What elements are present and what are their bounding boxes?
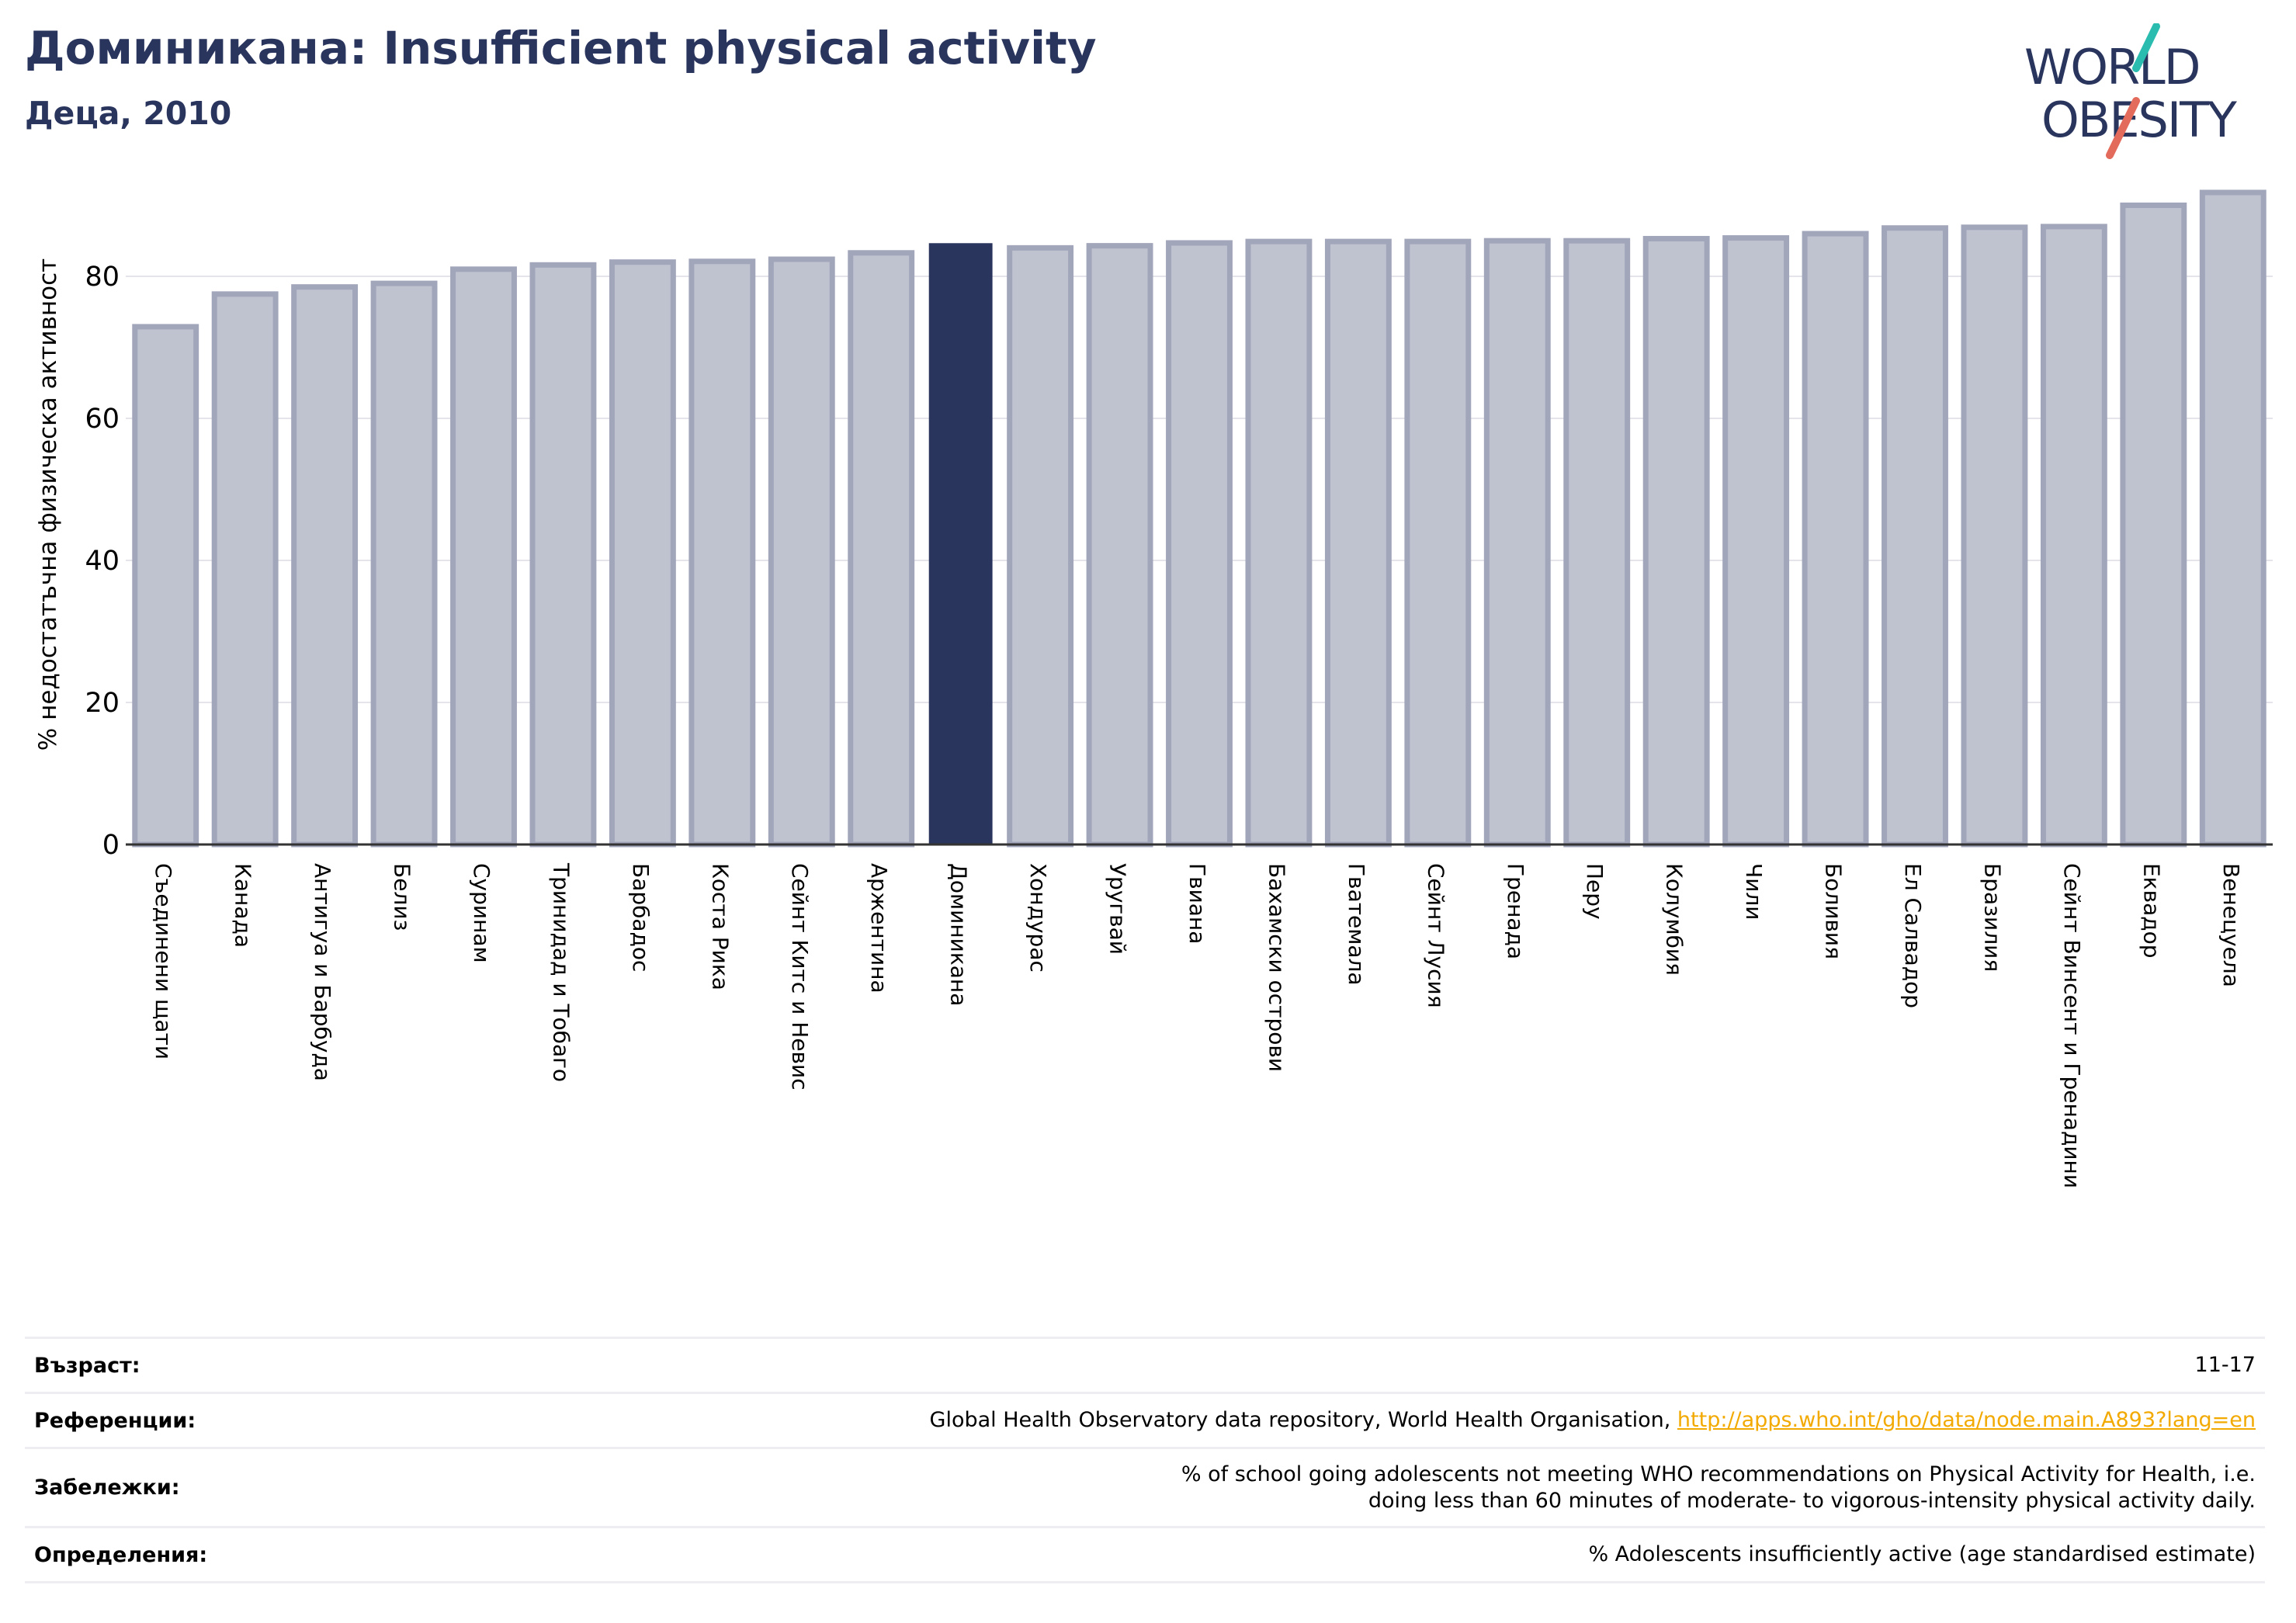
x-tick-label: Гватемала	[1344, 863, 1369, 986]
info-value-age: 11-17	[509, 1337, 2265, 1393]
y-tick-label: 80	[85, 262, 120, 293]
bar	[211, 291, 279, 848]
bar	[1324, 238, 1392, 848]
info-value-references: Global Health Observatory data repositor…	[509, 1392, 2265, 1448]
references-text: Global Health Observatory data repositor…	[929, 1408, 1677, 1432]
x-tick-label: Уругвай	[1105, 863, 1131, 955]
bar	[370, 280, 438, 848]
info-row-age: Възраст: 11-17	[25, 1337, 2265, 1393]
bar	[1086, 243, 1153, 848]
bar	[1245, 238, 1313, 848]
bar	[1722, 235, 1790, 848]
bar	[1007, 244, 1074, 848]
bar	[450, 266, 517, 848]
bar	[529, 262, 597, 848]
x-tick-label: Канада	[231, 863, 256, 948]
x-tick-label: Барбадос	[628, 863, 654, 972]
world-obesity-logo: WORLD OBESITY	[2024, 23, 2239, 159]
y-tick-label: 60	[85, 404, 120, 435]
bar	[1404, 238, 1472, 848]
x-tick-label: Тринидад и Тобаго	[548, 862, 574, 1082]
x-tick-label: Ел Салвадор	[1900, 863, 1926, 1008]
bar	[1563, 238, 1631, 848]
x-tick-label: Сейнт Винсент и Гренадини	[2059, 863, 2085, 1188]
info-key-definitions: Определения:	[25, 1526, 509, 1583]
logo-text-obesity: OBESITY	[2041, 92, 2237, 148]
bar	[2199, 189, 2267, 848]
y-axis-label: % недостатъчна физическа активност	[34, 258, 62, 751]
bar	[768, 256, 835, 848]
y-tick-label: 20	[85, 688, 120, 719]
info-value-notes: % of school going adolescents not meetin…	[509, 1447, 2265, 1528]
bar	[2040, 224, 2107, 848]
x-tick-label: Гренада	[1503, 863, 1528, 959]
x-tick-label: Венецуела	[2218, 863, 2244, 987]
bar	[1483, 238, 1551, 848]
logo-text-world: WORLD	[2024, 39, 2199, 95]
info-row-notes: Забележки: % of school going adolescents…	[25, 1447, 2265, 1528]
x-tick-label: Бахамски острови	[1264, 863, 1289, 1072]
bar	[132, 324, 199, 848]
x-tick-label: Боливия	[1821, 863, 1847, 959]
info-row-definitions: Определения: % Adolescents insufficientl…	[25, 1526, 2265, 1583]
x-tick-label: Еквадор	[2138, 863, 2164, 959]
info-key-age: Възраст:	[25, 1337, 509, 1393]
info-key-references: Референции:	[25, 1392, 509, 1448]
x-tick-label: Сейнт Лусия	[1423, 863, 1448, 1008]
x-tick-label: Гвиана	[1184, 863, 1210, 944]
info-table: Възраст: 11-17 Референции: Global Health…	[25, 1337, 2265, 1583]
bar	[848, 250, 915, 848]
info-key-notes: Забележки:	[25, 1447, 509, 1528]
bar	[1166, 240, 1233, 848]
x-tick-label: Аржентина	[866, 863, 892, 994]
x-tick-label: Бразилия	[1979, 863, 2005, 972]
x-tick-label: Доминикана	[946, 863, 972, 1006]
x-tick-label: Сейнт Китс и Невис	[787, 863, 813, 1091]
bar	[2120, 202, 2187, 848]
x-tick-label: Перу	[1582, 863, 1608, 920]
bar-highlighted	[928, 243, 993, 846]
chart-subtitle: Деца, 2010	[25, 95, 232, 132]
info-value-definitions: % Adolescents insufficiently active (age…	[509, 1526, 2265, 1583]
references-link[interactable]: http://apps.who.int/gho/data/node.main.A…	[1677, 1408, 2256, 1432]
x-tick-label: Чили	[1741, 863, 1767, 921]
bar	[1961, 224, 2028, 848]
bar-chart: 0 20 40 60 80 % недостатъчна физическа активн…	[34, 189, 2273, 1188]
y-tick-label: 0	[102, 830, 120, 861]
x-tick-label: Съединени щати	[151, 863, 176, 1059]
bar	[609, 259, 676, 848]
y-tick-label: 40	[85, 546, 120, 577]
x-tick-label: Коста Рика	[707, 863, 733, 990]
info-row-references: Референции: Global Health Observatory da…	[25, 1392, 2265, 1448]
x-tick-label: Хондурас	[1025, 863, 1051, 973]
x-tick-label: Антигуа и Барбуда	[310, 863, 335, 1081]
x-tick-label: Белиз	[390, 863, 415, 931]
logo-coral-slash	[2106, 97, 2140, 159]
x-tick-label: Колумбия	[1662, 863, 1687, 976]
bar	[1642, 235, 1710, 848]
bar	[291, 284, 359, 848]
bar	[688, 258, 756, 848]
x-tick-label: Суринам	[469, 863, 494, 963]
chart-title: Доминикана: Insufficient physical activi…	[25, 22, 1097, 75]
logo-teal-slash	[2132, 23, 2160, 72]
bar	[1882, 225, 1948, 848]
bar	[1802, 231, 1869, 848]
